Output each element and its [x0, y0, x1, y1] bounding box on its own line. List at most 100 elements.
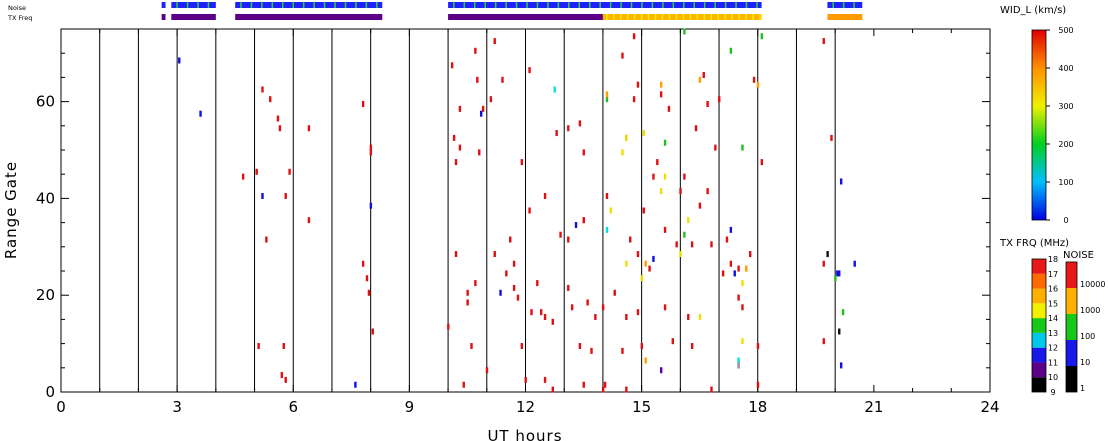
txfrq-colorbar-scale [1031, 258, 1047, 393]
data-point [642, 207, 645, 214]
y-tick-label: 0 [45, 383, 55, 401]
noise-fleck [197, 2, 199, 8]
noise-colorbar-label: 10000 [1080, 280, 1105, 289]
data-point [489, 96, 493, 103]
noise-colorbar-label: 1000 [1080, 306, 1100, 315]
data-point [543, 192, 547, 199]
noise-fleck [292, 2, 294, 8]
noise-fleck [547, 2, 549, 8]
txfrq-color-block [1032, 273, 1046, 289]
data-point [307, 217, 311, 224]
noise-fleck [842, 2, 845, 8]
data-point [621, 347, 624, 354]
noise-fleck [355, 2, 357, 8]
data-point [822, 38, 825, 45]
x-tick-label: 9 [405, 398, 415, 416]
y-tick-label: 20 [36, 286, 55, 304]
data-point [741, 304, 744, 311]
data-point [570, 304, 574, 311]
noise-segment [448, 2, 762, 8]
data-point [559, 231, 562, 238]
data-point [278, 125, 282, 132]
data-point [520, 343, 524, 350]
noise-strip-label: Noise [8, 4, 26, 12]
txfrq-colorbar-label: 9 [1050, 388, 1055, 397]
data-point [745, 265, 748, 272]
data-point [265, 236, 268, 243]
data-point [501, 76, 504, 83]
data-point [178, 57, 181, 64]
txfreq-strip-label: TX Freq [7, 14, 32, 22]
txfreq-fleck [745, 14, 747, 20]
data-point [605, 91, 609, 98]
noise-fleck [641, 2, 643, 8]
noise-segment [161, 2, 166, 8]
txfreq-fleck [668, 14, 671, 20]
data-point [756, 81, 760, 88]
txfreq-fleck [640, 14, 643, 20]
noise-fleck [735, 2, 737, 8]
noise-fleck [609, 2, 612, 8]
txfreq-fleck [759, 14, 761, 20]
txfreq-fleck [647, 14, 650, 20]
noise-segment [827, 2, 863, 8]
noise-colorbar-ticks: 1 10 100 1000 10000 [1080, 280, 1105, 393]
data-point [447, 323, 450, 330]
data-point [683, 231, 686, 238]
data-point [284, 192, 287, 199]
data-point [361, 101, 365, 108]
data-point [466, 299, 469, 306]
noise-fleck [714, 2, 716, 8]
txfreq-fleck [606, 14, 608, 20]
data-point [838, 270, 841, 277]
data-point [841, 309, 845, 316]
noise-fleck [568, 2, 570, 8]
txfreq-fleck [717, 14, 719, 20]
noise-fleck [176, 2, 178, 8]
noise-color-block [1066, 340, 1077, 366]
txfreq-fleck [675, 14, 678, 20]
data-point [257, 343, 260, 350]
txfreq-fleck [724, 14, 726, 20]
y-axis-ticks: 0 20 40 60 [36, 28, 990, 401]
data-point [836, 270, 839, 277]
data-point [493, 38, 496, 45]
data-point [636, 81, 640, 88]
noise-fleck [832, 2, 834, 8]
data-point [282, 343, 285, 350]
noise-fleck [313, 2, 315, 8]
status-strips: Noise TX Freq [7, 2, 863, 22]
data-point [853, 260, 856, 267]
noise-fleck [505, 2, 507, 8]
noise-color-block [1066, 262, 1077, 288]
data-point [698, 202, 702, 209]
noise-fleck [302, 2, 305, 8]
txfrq-colorbar-label: 17 [1048, 270, 1058, 279]
data-point [605, 192, 609, 199]
noise-fleck [557, 2, 560, 8]
data-point [481, 105, 485, 112]
data-point [752, 76, 756, 83]
data-point [625, 313, 628, 320]
data-point [706, 101, 709, 108]
data-point [578, 343, 582, 350]
txfreq-segment [602, 14, 762, 20]
data-point [625, 386, 628, 393]
data-point [578, 120, 582, 127]
data-point [737, 357, 740, 364]
data-point [640, 343, 644, 350]
data-point [603, 381, 607, 388]
data-point [567, 236, 570, 243]
noise-fleck [853, 2, 855, 8]
data-point [609, 207, 613, 214]
data-point [567, 125, 570, 132]
width-colorbar-label: 400 [1058, 64, 1073, 73]
txfreq-fleck [689, 14, 692, 20]
noise-color-block [1066, 314, 1077, 340]
data-point [822, 260, 825, 267]
data-point [269, 96, 272, 103]
txfreq-fleck [626, 14, 629, 20]
txfreq-fleck [619, 14, 622, 20]
noise-fleck [515, 2, 518, 8]
data-point [652, 173, 655, 180]
